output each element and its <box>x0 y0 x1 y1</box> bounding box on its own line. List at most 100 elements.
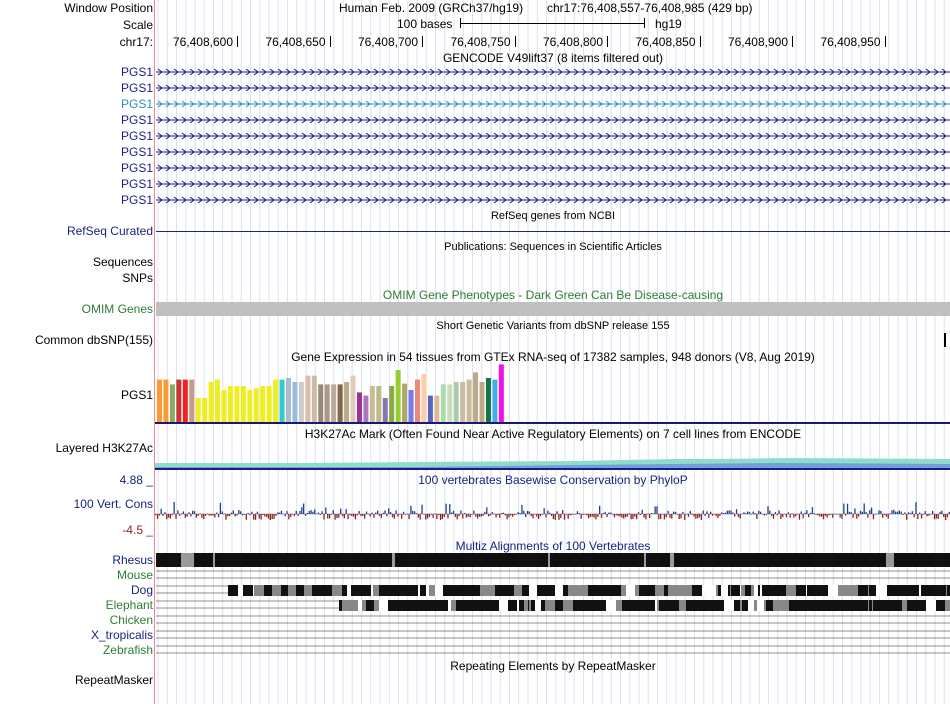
gtex-label[interactable]: PGS1 <box>120 388 153 402</box>
cons-score-bar <box>484 511 486 514</box>
strand-chevron <box>557 164 563 172</box>
strand-chevron <box>741 196 747 204</box>
multiz-species-label[interactable]: X_tropicalis <box>90 628 153 642</box>
strand-chevron <box>885 196 891 204</box>
dbsnp-label[interactable]: Common dbSNP(155) <box>34 333 153 347</box>
pubs-sequences-label[interactable]: Sequences <box>92 255 153 269</box>
strand-chevron <box>725 164 731 172</box>
alignment-block <box>766 600 773 611</box>
cons-score-bar <box>663 514 666 520</box>
gencode-gene-label[interactable]: PGS1 <box>120 129 153 143</box>
strand-chevron <box>533 100 539 108</box>
gencode-gene-model[interactable] <box>156 99 950 109</box>
gencode-gene-label[interactable]: PGS1 <box>120 65 153 79</box>
strand-chevron <box>749 164 755 172</box>
strand-chevron <box>173 164 179 172</box>
strand-chevron <box>733 164 739 172</box>
gtex-chart[interactable] <box>155 364 950 424</box>
alignment-block <box>373 600 374 611</box>
multiz-species-label[interactable]: Elephant <box>105 598 153 612</box>
strand-chevron <box>181 116 187 124</box>
strand-chevron <box>669 84 675 92</box>
gencode-gene-model[interactable] <box>156 67 950 77</box>
cons-score-bar <box>521 505 523 514</box>
strand-chevron <box>669 196 675 204</box>
strand-chevron <box>461 84 467 92</box>
multiz-species-row[interactable] <box>156 583 950 598</box>
gencode-gene-model[interactable] <box>156 179 950 189</box>
gencode-gene-model[interactable] <box>156 147 950 157</box>
alignment-block <box>760 585 762 596</box>
strand-chevron <box>493 148 499 156</box>
alignment-block <box>762 585 767 596</box>
cons-label[interactable]: 100 Vert. Cons <box>73 497 153 511</box>
cons-score-bar <box>893 509 895 514</box>
gencode-gene-model[interactable] <box>156 131 950 141</box>
gtex-tissue-bar <box>253 388 259 422</box>
multiz-species-label[interactable]: Zebrafish <box>102 643 153 657</box>
gencode-gene-model[interactable] <box>156 163 950 173</box>
omim-gene-bar[interactable] <box>156 302 950 316</box>
cons-score-bar <box>425 514 427 520</box>
h3k27ac-signal[interactable] <box>155 455 950 470</box>
multiz-species-row[interactable] <box>156 628 950 643</box>
multiz-species-row[interactable] <box>156 643 950 658</box>
dbsnp-variant-mark[interactable] <box>944 333 946 347</box>
strand-chevron <box>725 68 731 76</box>
gencode-gene-model[interactable] <box>156 115 950 125</box>
alignment-block <box>686 600 695 611</box>
strand-chevron <box>821 84 827 92</box>
alignment-block <box>894 600 902 611</box>
strand-chevron <box>645 132 651 140</box>
strand-chevron <box>429 196 435 204</box>
multiz-species-label[interactable]: Mouse <box>116 568 153 582</box>
strand-chevron <box>445 148 451 156</box>
strand-chevron <box>765 132 771 140</box>
h3k27ac-label[interactable]: Layered H3K27Ac <box>55 441 153 455</box>
multiz-species-label[interactable]: Dog <box>130 583 153 597</box>
omim-label[interactable]: OMIM Genes <box>81 302 153 316</box>
strand-chevron <box>237 100 243 108</box>
gencode-gene-label[interactable]: PGS1 <box>120 81 153 95</box>
alignment-gap <box>548 553 550 567</box>
repeat-label[interactable]: RepeatMasker <box>74 673 153 687</box>
gencode-gene-model[interactable] <box>156 83 950 93</box>
pubs-snps-label[interactable]: SNPs <box>122 271 153 285</box>
strand-chevron <box>349 164 355 172</box>
gencode-gene-label[interactable]: PGS1 <box>120 161 153 175</box>
gencode-gene-label[interactable]: PGS1 <box>120 97 153 111</box>
strand-chevron <box>445 68 451 76</box>
multiz-species-row[interactable] <box>156 598 950 613</box>
alignment-block <box>243 585 253 596</box>
gencode-gene-label[interactable]: PGS1 <box>120 193 153 207</box>
gencode-gene-label[interactable]: PGS1 <box>120 145 153 159</box>
strand-chevron <box>413 148 419 156</box>
strand-chevron <box>925 100 931 108</box>
gencode-gene-model[interactable] <box>156 195 950 205</box>
strand-chevron <box>333 180 339 188</box>
alignment-block <box>596 585 604 596</box>
strand-chevron <box>381 180 387 188</box>
multiz-species-row[interactable] <box>156 613 950 628</box>
cons-chart[interactable] <box>155 488 950 538</box>
strand-chevron <box>285 68 291 76</box>
refseq-gene-line[interactable] <box>156 231 950 232</box>
gtex-title: Gene Expression in 54 tissues from GTEx … <box>291 350 815 364</box>
strand-chevron <box>445 132 451 140</box>
multiz-species-label[interactable]: Chicken <box>109 613 153 627</box>
cons-score-bar <box>946 514 949 518</box>
multiz-species-row[interactable] <box>156 553 950 568</box>
cons-score-bar <box>467 514 469 517</box>
refseq-label[interactable]: RefSeq Curated <box>66 224 153 238</box>
strand-chevron <box>941 132 947 140</box>
cons-score-bar <box>454 514 456 517</box>
gencode-gene-label[interactable]: PGS1 <box>120 177 153 191</box>
multiz-species-label[interactable]: Rhesus <box>112 553 153 567</box>
strand-chevron <box>845 148 851 156</box>
strand-chevron <box>541 84 547 92</box>
alignment-block <box>490 600 494 611</box>
gencode-gene-label[interactable]: PGS1 <box>120 113 153 127</box>
multiz-species-row[interactable] <box>156 568 950 583</box>
strand-chevron <box>517 164 523 172</box>
